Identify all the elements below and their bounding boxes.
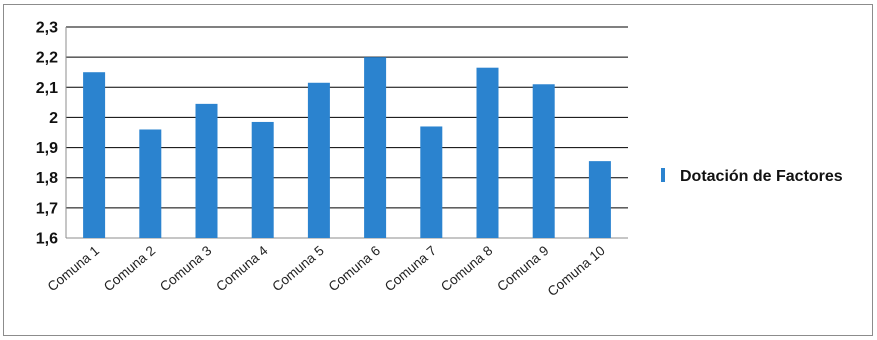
bar — [364, 57, 387, 239]
x-tick-label: Comuna 1 — [45, 243, 102, 295]
x-tick-label: Comuna 3 — [157, 243, 214, 295]
bar — [307, 82, 330, 238]
y-tick-label: 1,8 — [36, 170, 58, 187]
x-tick-label: Comuna 5 — [269, 243, 326, 295]
bar — [139, 129, 162, 238]
y-tick-label: 2,1 — [36, 80, 58, 97]
bars — [83, 57, 611, 239]
x-tick-label: Comuna 2 — [101, 243, 158, 295]
bar — [195, 103, 218, 238]
y-tick-label: 2 — [49, 110, 58, 127]
bar — [251, 121, 274, 238]
x-tick-label: Comuna 8 — [438, 243, 495, 295]
y-tick-label: 1,6 — [36, 231, 58, 248]
x-tick-label: Comuna 4 — [213, 242, 271, 294]
bar — [588, 161, 611, 238]
legend: Dotación de Factores — [661, 168, 843, 185]
x-tick-label: Comuna 7 — [382, 243, 439, 295]
bar — [420, 126, 443, 238]
legend-label: Dotación de Factores — [680, 168, 843, 185]
x-tick-label: Comuna 10 — [545, 243, 608, 299]
y-tick-label: 2,3 — [36, 20, 58, 37]
y-tick-label: 2,2 — [36, 50, 58, 67]
y-tick-label: 1,7 — [36, 200, 58, 217]
y-axis-ticks: 1,6 1,7 1,8 1,9 2 2,1 2,2 2,3 — [36, 20, 58, 248]
y-tick-label: 1,9 — [36, 140, 58, 157]
legend-swatch — [661, 168, 665, 182]
x-tick-label: Comuna 9 — [494, 243, 551, 295]
bar — [532, 84, 555, 239]
bar — [83, 72, 106, 238]
bar — [476, 67, 499, 238]
x-tick-label: Comuna 6 — [326, 243, 383, 295]
